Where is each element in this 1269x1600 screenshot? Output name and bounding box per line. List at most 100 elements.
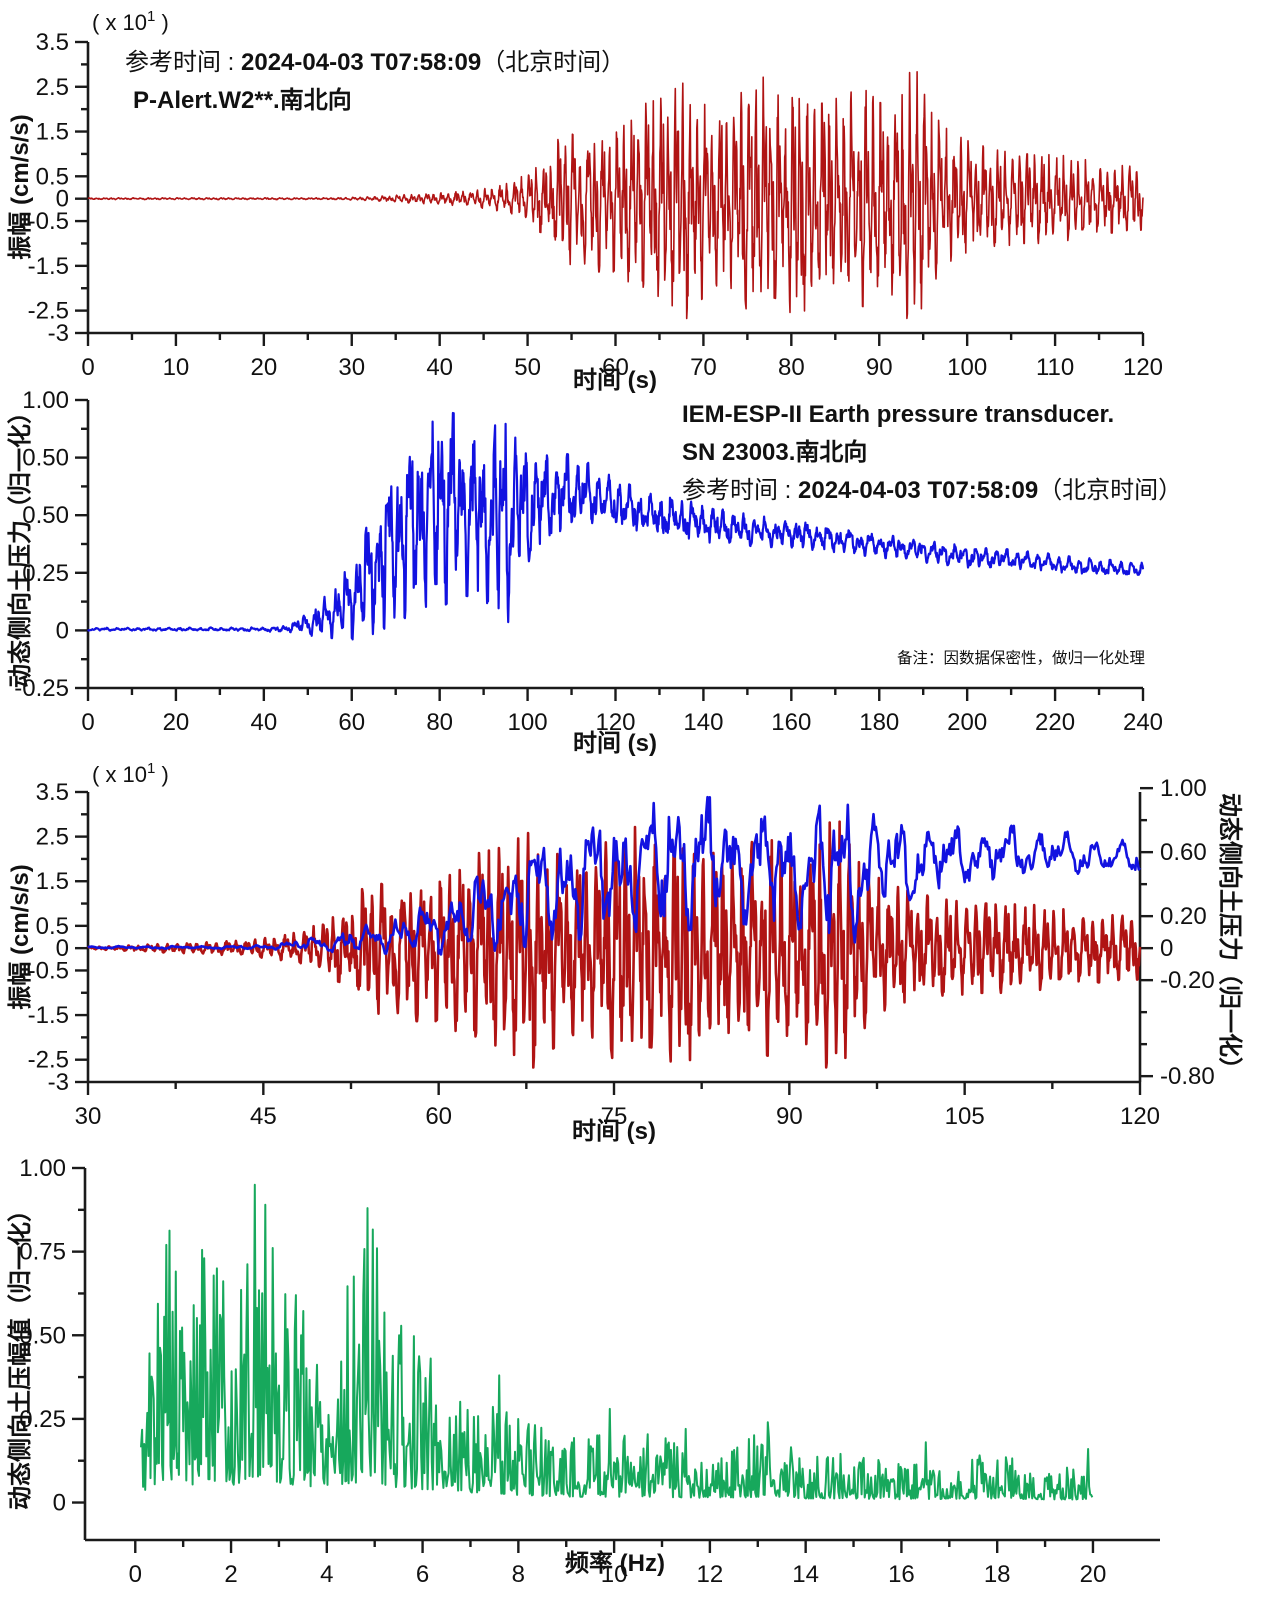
x-axis-title: 时间 (s) (573, 367, 657, 394)
svg-text:100: 100 (508, 709, 548, 736)
svg-text:70: 70 (690, 354, 717, 381)
svg-text:75: 75 (601, 1103, 628, 1130)
confidentiality-note: 备注：因数据保密性，做归一化处理 (897, 649, 1145, 667)
svg-text:20: 20 (250, 354, 277, 381)
svg-text:200: 200 (947, 709, 987, 736)
axes: 30 45 60 75 90 105 1203.52.51.50.50-0.5-1.5-2.… (28, 775, 1215, 1130)
svg-text:0.50: 0.50 (22, 445, 69, 472)
svg-text:50: 50 (514, 354, 541, 381)
svg-text:80: 80 (426, 709, 453, 736)
svg-text:40: 40 (250, 709, 277, 736)
svg-text:-0.5: -0.5 (28, 957, 69, 984)
svg-text:6: 6 (416, 1561, 429, 1588)
svg-text:4: 4 (320, 1561, 333, 1588)
svg-text:0.75: 0.75 (19, 1239, 66, 1266)
annotation-line: P-Alert.W2**.南北向 (133, 86, 352, 114)
svg-text:-0.20: -0.20 (1160, 967, 1215, 994)
svg-text:10: 10 (601, 1561, 628, 1588)
y-axis-title: 振幅 (cm/s/s) (7, 864, 34, 1009)
svg-text:0.25: 0.25 (22, 560, 69, 587)
y-scale-factor-label: ( x 101 ) (92, 8, 169, 35)
svg-text:90: 90 (776, 1103, 803, 1130)
svg-text:-2.5: -2.5 (28, 1047, 69, 1074)
annotation-line: 参考时间 : 2024-04-03 T07:58:09（北京时间） (125, 49, 625, 76)
svg-text:60: 60 (425, 1103, 452, 1130)
axes: 0 20 40 60 80 100 120 140 160 180 200 220 240 1.00 0.5… (14, 387, 1163, 736)
svg-text:1.5: 1.5 (36, 119, 69, 146)
svg-text:0.50: 0.50 (19, 1322, 66, 1349)
svg-text:-1.5: -1.5 (28, 253, 69, 280)
axes: 0 10 20 30 40 50 60 70 80 90 100 110 120 3.5 2.5 1.5 0.5… (28, 29, 1163, 381)
svg-text:30: 30 (75, 1103, 102, 1130)
series-waveform-1-0 (87, 411, 1145, 641)
svg-text:-0.25: -0.25 (14, 675, 69, 702)
y-axis-title: 动态侧向土压力（归一化） (6, 400, 34, 688)
svg-text:120: 120 (595, 709, 635, 736)
svg-text:2.5: 2.5 (36, 824, 69, 851)
chart-earth-pressure-time-history: 0 20 40 60 80 100 120 140 160 180 200 220 240 1.00 0.5… (6, 387, 1182, 757)
svg-text:0: 0 (56, 617, 69, 644)
svg-text:240: 240 (1123, 709, 1163, 736)
svg-text:0.60: 0.60 (1160, 839, 1207, 866)
series-pressure-2-1 (87, 795, 1142, 956)
svg-text:0: 0 (53, 1490, 66, 1517)
svg-text:0: 0 (56, 935, 69, 962)
svg-text:2.5: 2.5 (36, 74, 69, 101)
svg-text:-2.5: -2.5 (28, 298, 69, 325)
annotation-line: IEM-ESP-II Earth pressure transducer. (682, 401, 1114, 428)
y-axis-title: 动态侧向土压幅值（归一化） (6, 1198, 34, 1510)
svg-text:-0.5: -0.5 (28, 208, 69, 235)
svg-text:0.5: 0.5 (36, 163, 69, 190)
svg-text:0: 0 (1160, 935, 1173, 962)
x-axis-title: 时间 (s) (573, 730, 657, 757)
svg-text:2: 2 (224, 1561, 237, 1588)
svg-text:3.5: 3.5 (36, 29, 69, 56)
svg-text:1.5: 1.5 (36, 868, 69, 895)
svg-text:1.00: 1.00 (19, 1155, 66, 1182)
svg-text:20: 20 (163, 709, 190, 736)
series-waveform-0-0 (87, 71, 1144, 320)
svg-text:12: 12 (697, 1561, 724, 1588)
svg-text:18: 18 (984, 1561, 1011, 1588)
svg-text:14: 14 (792, 1561, 819, 1588)
svg-text:8: 8 (512, 1561, 525, 1588)
svg-text:40: 40 (426, 354, 453, 381)
chart-acceleration-time-history: 0 10 20 30 40 50 60 70 80 90 100 110 120 3.5 2.5 1.5 0.5… (7, 8, 1163, 394)
svg-text:30: 30 (338, 354, 365, 381)
svg-text:220: 220 (1035, 709, 1075, 736)
svg-text:0.25: 0.25 (19, 1406, 66, 1433)
svg-text:10: 10 (163, 354, 190, 381)
svg-text:0: 0 (56, 186, 69, 213)
svg-text:16: 16 (888, 1561, 915, 1588)
svg-text:140: 140 (683, 709, 723, 736)
svg-text:180: 180 (859, 709, 899, 736)
annotation-line: 参考时间 : 2024-04-03 T07:58:09（北京时间） (682, 477, 1182, 504)
svg-text:160: 160 (771, 709, 811, 736)
svg-text:90: 90 (866, 354, 893, 381)
x-axis-title: 时间 (s) (572, 1118, 656, 1145)
svg-text:20: 20 (1080, 1561, 1107, 1588)
svg-text:0.50: 0.50 (22, 502, 69, 529)
svg-text:120: 120 (1120, 1103, 1160, 1130)
axes: 0 2 4 6 8 10 12 14 16 18 20 1.00 0.75 0.50 0.25 0 (19, 1155, 1160, 1588)
y-axis-title: 振幅 (cm/s/s) (7, 114, 34, 259)
svg-text:110: 110 (1036, 354, 1074, 381)
svg-text:0: 0 (129, 1561, 142, 1588)
svg-text:-3: -3 (48, 320, 69, 347)
series-waveform-3-0 (140, 1183, 1094, 1501)
svg-text:0: 0 (81, 354, 94, 381)
x-axis-title: 频率 (Hz) (565, 1549, 665, 1577)
svg-text:1.00: 1.00 (1160, 775, 1207, 802)
svg-text:-3: -3 (48, 1069, 69, 1096)
svg-text:1.00: 1.00 (22, 387, 69, 414)
svg-text:0.5: 0.5 (36, 913, 69, 940)
series-waveform-2-0 (86, 820, 1142, 1069)
svg-text:3.5: 3.5 (36, 779, 69, 806)
annotation-line: SN 23003.南北向 (682, 438, 867, 466)
svg-text:100: 100 (947, 354, 987, 381)
svg-text:-1.5: -1.5 (28, 1002, 69, 1029)
svg-text:45: 45 (250, 1103, 277, 1130)
svg-text:0.20: 0.20 (1160, 903, 1207, 930)
